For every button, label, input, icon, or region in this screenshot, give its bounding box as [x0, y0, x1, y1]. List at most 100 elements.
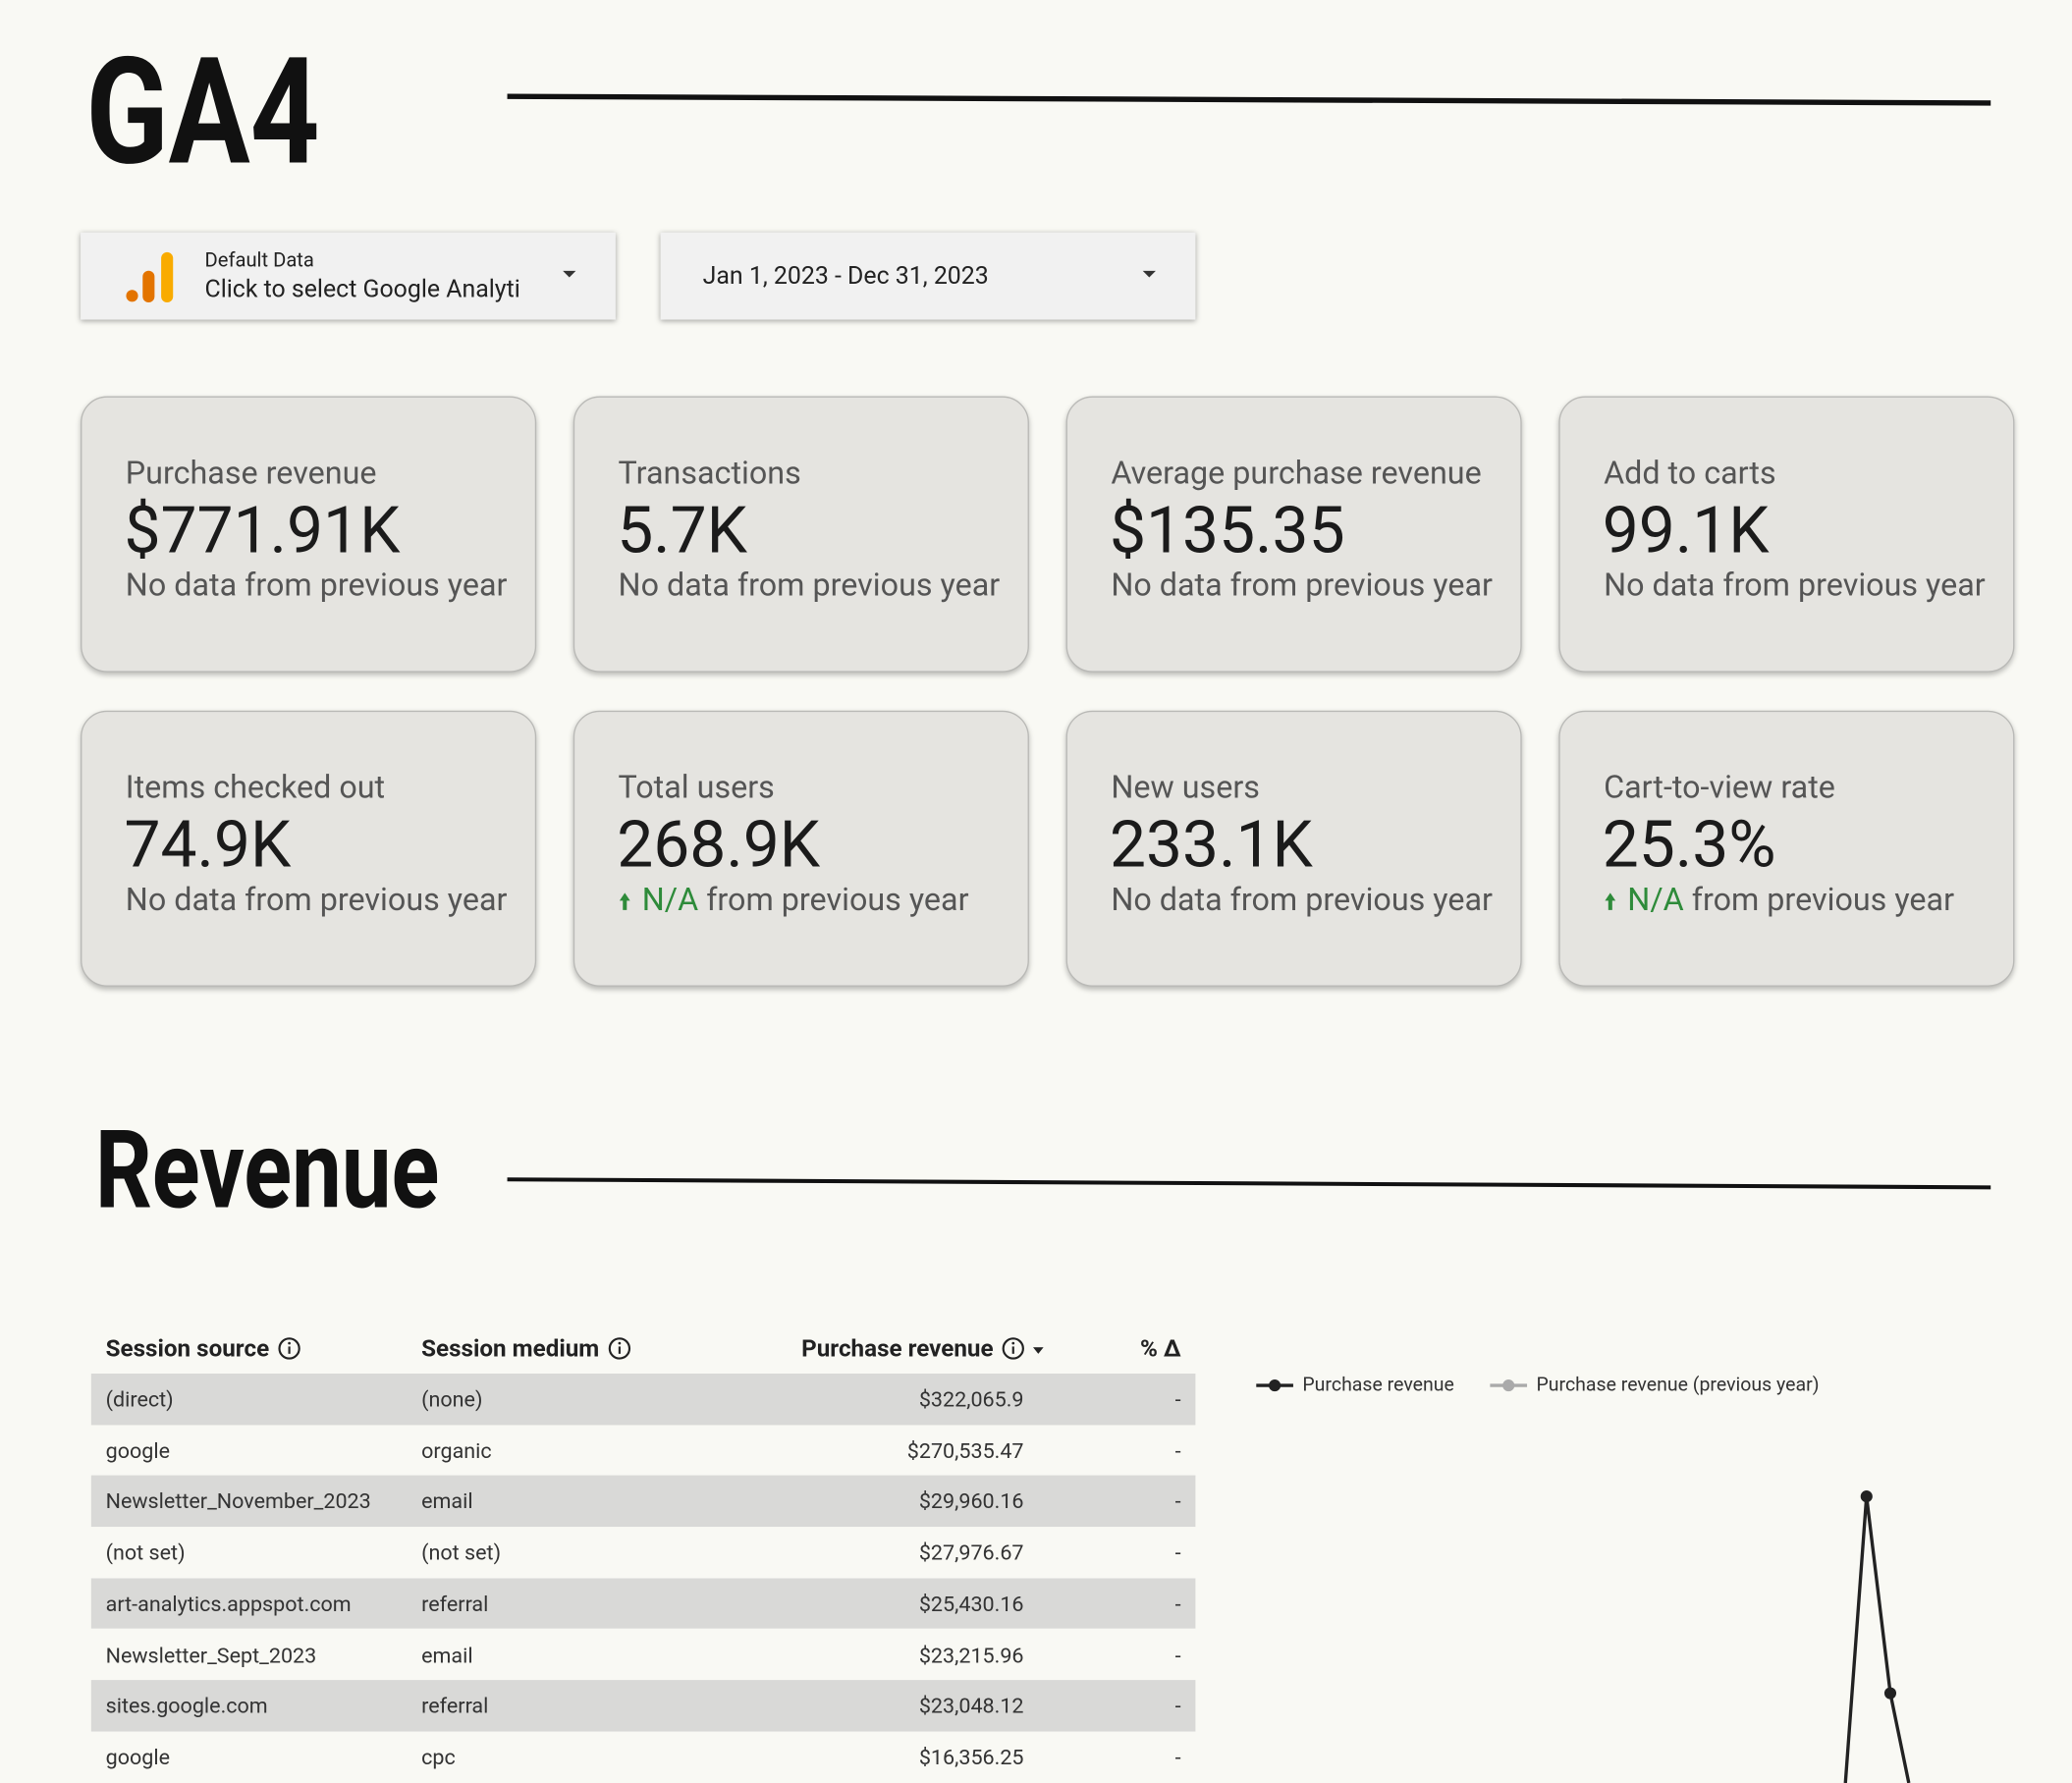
comparison-text: No data from previous year: [125, 567, 508, 604]
table-cell: -: [1174, 1591, 1181, 1617]
table-cell: -: [1174, 1437, 1181, 1464]
table-row: Newsletter_November_2023 email $29,960.16 -: [90, 1476, 1196, 1528]
table-cell: -: [1174, 1488, 1181, 1515]
metric-value: 5.7K: [617, 492, 748, 568]
table-cell: $27,976.67: [918, 1540, 1024, 1566]
metric-comparison: N/A from previous year: [1604, 881, 1954, 918]
legend-entry: Purchase revenue (previous year): [1536, 1374, 1820, 1396]
section-rule: [507, 1177, 1991, 1190]
scorecard: Items checked out 74.9K No data from previ…: [81, 710, 537, 987]
metric-label: Add to carts: [1604, 454, 1776, 492]
metric-label: Purchase revenue: [125, 454, 377, 492]
table-cell: google: [105, 1437, 170, 1464]
metric-value: 74.9K: [124, 806, 292, 883]
date-range-control[interactable]: Jan 1, 2023 - Dec 31, 2023: [660, 232, 1196, 320]
table-cell: $23,215.96: [918, 1642, 1024, 1668]
comparison-text: from previous year: [1691, 881, 1955, 918]
section-title: Revenue: [94, 1108, 440, 1235]
column-header[interactable]: % Δ: [1140, 1335, 1181, 1363]
table-cell: -: [1174, 1693, 1181, 1719]
metric-delta: N/A: [1627, 881, 1684, 918]
metric-comparison: No data from previous year: [1604, 567, 1986, 604]
metric-label: Items checked out: [125, 768, 386, 806]
column-header-text: Purchase revenue: [801, 1334, 994, 1364]
table-row: (not set) (not set) $27,976.67 -: [91, 1527, 1196, 1578]
data-source-control[interactable]: Default Data Click to select Google Anal…: [81, 232, 616, 320]
table-cell: email: [421, 1642, 473, 1668]
column-header-text: Session source: [105, 1334, 270, 1364]
table-cell: $322,065.9: [918, 1386, 1024, 1413]
metric-label: Transactions: [618, 454, 801, 492]
column-header-text: Session medium: [421, 1334, 600, 1364]
table-cell: google: [105, 1744, 170, 1770]
scorecard: Add to carts 99.1K No data from previous y…: [1558, 396, 2015, 673]
data-source-value: Click to select Google Analyti: [204, 274, 520, 304]
metric-value: 99.1K: [1602, 492, 1770, 568]
table-cell: art-analytics.appspot.com: [105, 1591, 352, 1617]
metric-comparison: N/A from previous year: [619, 881, 969, 918]
data-source-label: Default Data: [204, 247, 314, 273]
table-row: google organic $270,535.47 -: [91, 1425, 1196, 1476]
scorecard: Cart-to-view rate 25.3% N/A from previous …: [1558, 710, 2015, 987]
table-cell: -: [1174, 1642, 1181, 1668]
metric-comparison: No data from previous year: [126, 567, 508, 604]
table-cell: cpc: [421, 1744, 456, 1770]
metric-comparison: No data from previous year: [126, 881, 508, 918]
comparison-text: No data from previous year: [1111, 567, 1493, 604]
metric-delta: N/A: [641, 881, 699, 918]
comparison-text: No data from previous year: [618, 567, 1001, 604]
column-header[interactable]: Purchase revenue: [801, 1335, 1044, 1363]
dropdown-caret: [563, 270, 576, 278]
chart-point: [1883, 1687, 1897, 1700]
table-cell: -: [1174, 1386, 1181, 1413]
table-row: sites.google.com referral $23,048.12 -: [90, 1680, 1196, 1732]
table-cell: Newsletter_November_2023: [105, 1488, 371, 1515]
legend-swatch: [1269, 1379, 1281, 1392]
column-header[interactable]: Session source: [106, 1335, 301, 1363]
table-cell: email: [421, 1488, 473, 1515]
scorecard: New users 233.1K No data from previous yea…: [1065, 710, 1522, 987]
legend-swatch: [1502, 1379, 1515, 1392]
table-cell: referral: [421, 1591, 489, 1617]
metric-label: Total users: [618, 768, 775, 806]
metric-comparison: No data from previous year: [1111, 567, 1493, 604]
metric-value: $771.91K: [124, 492, 401, 568]
table-row: (direct) (none) $322,065.9 -: [90, 1374, 1196, 1426]
table-cell: referral: [421, 1693, 489, 1719]
up-arrow: [1604, 891, 1616, 916]
table-cell: (not set): [421, 1540, 502, 1566]
chart-point: [1860, 1490, 1873, 1503]
metric-label: Average purchase revenue: [1111, 454, 1482, 492]
comparison-text: from previous year: [706, 881, 969, 918]
column-header[interactable]: Session medium: [421, 1335, 630, 1363]
table-cell: $25,430.16: [918, 1591, 1024, 1617]
table-row: google cpc $16,356.25 -: [91, 1731, 1196, 1782]
table-cell: Newsletter_Sept_2023: [105, 1642, 317, 1668]
legend-entry: Purchase revenue: [1302, 1374, 1454, 1396]
scorecard: Total users 268.9K N/A from previous year: [573, 710, 1029, 987]
metric-value: 233.1K: [1109, 806, 1313, 883]
table-cell: organic: [421, 1437, 492, 1464]
table-cell: $270,535.47: [906, 1437, 1024, 1464]
metric-value: 25.3%: [1602, 806, 1776, 883]
table-cell: (none): [421, 1386, 483, 1413]
table-row: art-analytics.appspot.com referral $25,430…: [90, 1578, 1196, 1630]
scorecard: Average purchase revenue $135.35 No data f…: [1065, 396, 1522, 673]
comparison-text: No data from previous year: [1111, 881, 1493, 918]
column-header-text: % Δ: [1139, 1334, 1181, 1364]
ga-icon: [126, 251, 174, 303]
metric-value: 268.9K: [617, 806, 821, 883]
dropdown-caret: [1142, 270, 1157, 278]
table-cell: (not set): [105, 1540, 186, 1566]
metric-label: Cart-to-view rate: [1604, 768, 1835, 806]
scorecard: Purchase revenue $771.91K No data from pre…: [81, 396, 537, 673]
comparison-text: No data from previous year: [1604, 567, 1986, 604]
scorecard: Transactions 5.7K No data from previous ye…: [573, 396, 1029, 673]
table-cell: -: [1174, 1744, 1181, 1770]
metric-comparison: No data from previous year: [619, 567, 1001, 604]
table-cell: (direct): [105, 1386, 174, 1413]
page-title: GA4: [85, 26, 320, 200]
